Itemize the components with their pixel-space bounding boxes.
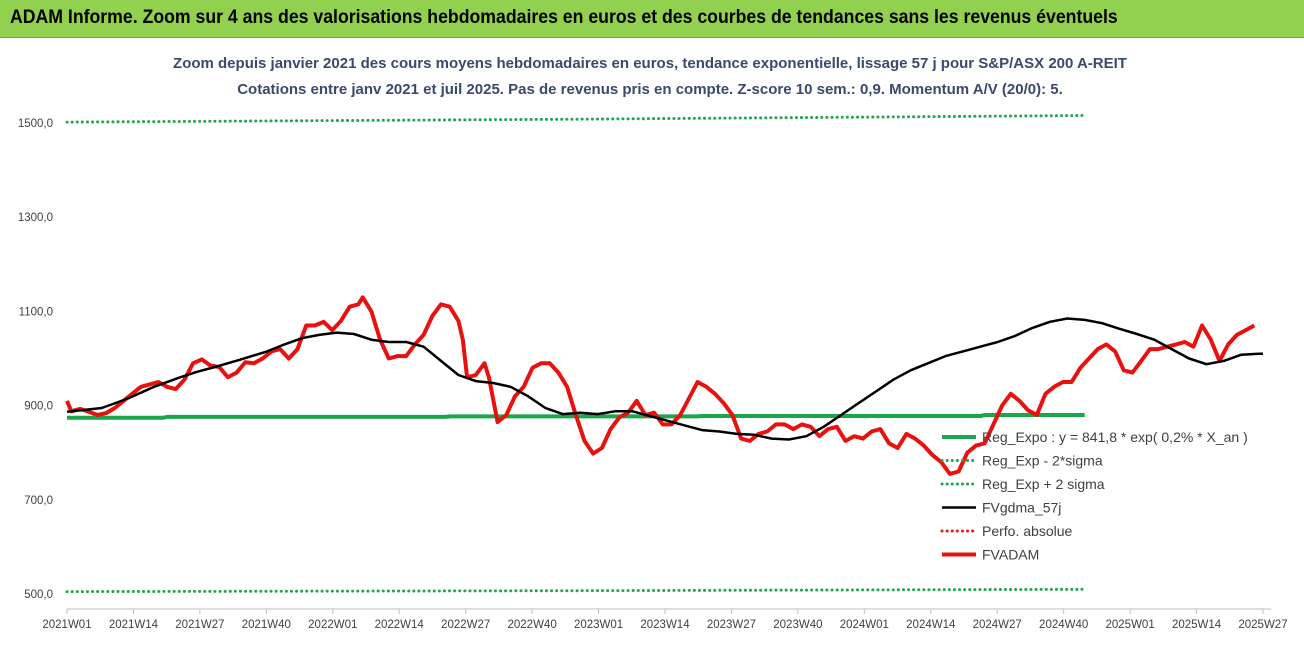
legend-label: Reg_Expo : y = 841,8 * exp( 0,2% * X_an … <box>982 429 1248 445</box>
x-tick-label: 2021W01 <box>42 619 91 631</box>
legend: Reg_Expo : y = 841,8 * exp( 0,2% * X_an … <box>940 429 1248 563</box>
x-tick-label: 2021W14 <box>109 619 159 631</box>
series-line-gdma <box>66 317 1263 441</box>
x-axis: 2021W01 2021W14 2021W27 2021W40 2022W01 2022W… <box>42 608 1288 631</box>
page-title: ADAM Informe. Zoom sur 4 ans des valoris… <box>10 7 1118 28</box>
legend-label: FVADAM <box>982 547 1039 563</box>
chart-subtitle: Cotations entre janv 2021 et juil 2025. … <box>237 81 1063 98</box>
x-tick-label: 2023W14 <box>640 619 690 631</box>
x-tick-label: 2021W40 <box>242 619 291 631</box>
x-tick-label: 2022W14 <box>375 619 425 631</box>
x-tick-label: 2025W14 <box>1172 619 1222 631</box>
x-tick-label: 2022W40 <box>507 619 556 631</box>
chart-area: Zoom depuis janvier 2021 des cours moyen… <box>0 38 1304 653</box>
y-tick-label: 1100,0 <box>19 306 53 318</box>
x-tick-label: 2022W01 <box>308 619 357 631</box>
x-tick-label: 2024W01 <box>840 619 889 631</box>
title-banner: ADAM Informe. Zoom sur 4 ans des valoris… <box>0 0 1304 38</box>
y-tick-label: 500,0 <box>24 589 53 601</box>
y-tick-label: 900,0 <box>24 401 53 413</box>
series-line-reg_minus <box>65 587 1087 594</box>
y-axis-ticks: 500,0 700,0 900,0 1100,0 1300,0 1500,0 <box>18 118 53 601</box>
series-line-reg_plus <box>65 114 1087 124</box>
x-tick-label: 2025W27 <box>1238 619 1287 631</box>
y-tick-label: 700,0 <box>24 495 53 507</box>
x-tick-label: 2022W27 <box>441 619 490 631</box>
chart-svg: Zoom depuis janvier 2021 des cours moyen… <box>18 55 1288 631</box>
x-tick-label: 2021W27 <box>175 619 224 631</box>
legend-label: Reg_Exp + 2 sigma <box>982 476 1105 492</box>
x-tick-label: 2024W14 <box>906 619 956 631</box>
series-line-fvadam <box>65 295 1256 476</box>
x-tick-label: 2024W40 <box>1039 619 1088 631</box>
x-tick-label: 2023W40 <box>773 619 822 631</box>
legend-label: FVgdma_57j <box>982 500 1061 516</box>
y-tick-label: 1300,0 <box>18 212 53 224</box>
y-tick-label: 1500,0 <box>18 118 53 130</box>
chart-title: Zoom depuis janvier 2021 des cours moyen… <box>173 55 1127 72</box>
x-tick-label: 2025W01 <box>1105 619 1154 631</box>
legend-label: Reg_Exp - 2*sigma <box>982 453 1103 469</box>
legend-label: Perfo. absolue <box>982 523 1072 539</box>
series-line-reg_expo <box>67 413 1085 420</box>
x-tick-label: 2024W27 <box>973 619 1022 631</box>
x-tick-label: 2023W01 <box>574 619 623 631</box>
x-tick-label: 2023W27 <box>707 619 756 631</box>
series-layer <box>65 114 1263 594</box>
